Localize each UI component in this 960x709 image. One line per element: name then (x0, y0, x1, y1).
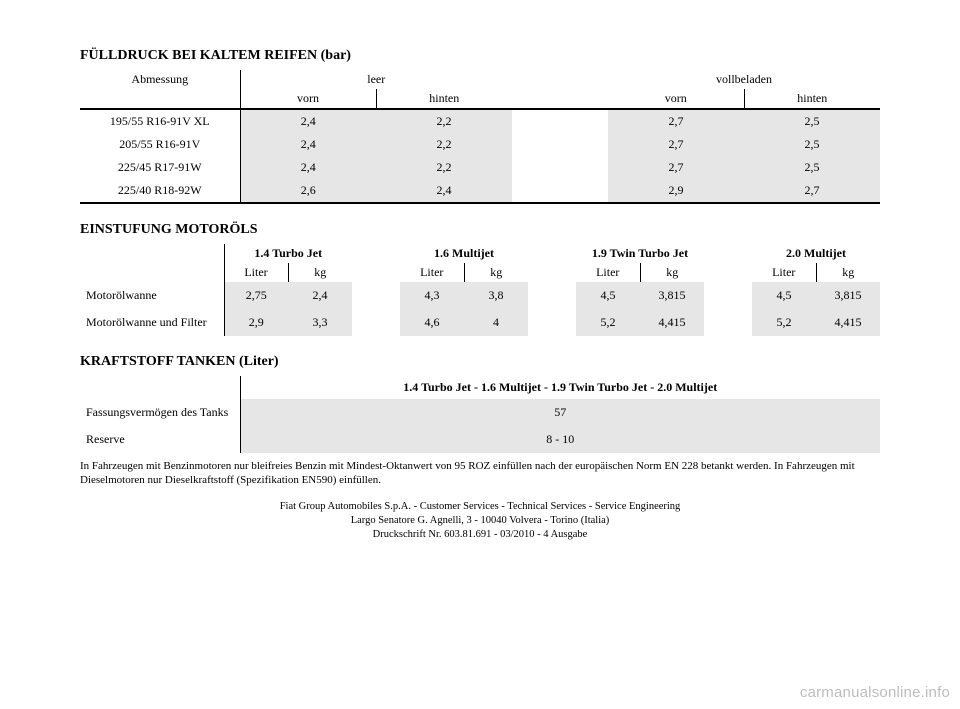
table-row: Fassungsvermögen des Tanks (80, 399, 240, 426)
engine-1: 1.6 Multijet (400, 244, 528, 263)
imprint: Fiat Group Automobiles S.p.A. - Customer… (80, 500, 880, 543)
table-row: 225/40 R18-92W (80, 179, 240, 203)
table-row: 195/55 R16-91V XL (80, 109, 240, 133)
table-row: Motorölwanne und Filter (80, 309, 224, 336)
group-empty: leer (240, 70, 512, 89)
section1-title: FÜLLDRUCK BEI KALTEM REIFEN (bar) (80, 48, 880, 64)
engine-3: 2.0 Multijet (752, 244, 880, 263)
sub-rear-2: hinten (744, 89, 880, 109)
fuel-tank-table: 1.4 Turbo Jet - 1.6 Multijet - 1.9 Twin … (80, 376, 880, 453)
table-row: 225/45 R17-91W (80, 156, 240, 179)
section2-title: EINSTUFUNG MOTORÖLS (80, 222, 880, 238)
sub-rear-1: hinten (376, 89, 512, 109)
engine-2: 1.9 Twin Turbo Jet (576, 244, 704, 263)
watermark: carmanualsonline.info (800, 684, 950, 701)
table-row: Motorölwanne (80, 282, 224, 309)
table-row: Reserve (80, 426, 240, 453)
group-full: vollbeladen (608, 70, 880, 89)
tire-pressure-table: Abmessung leer vollbeladen vorn hinten v… (80, 70, 880, 204)
oil-grade-table: 1.4 Turbo Jet 1.6 Multijet 1.9 Twin Turb… (80, 244, 880, 336)
table-row: 205/55 R16-91V (80, 133, 240, 156)
fuel-header: 1.4 Turbo Jet - 1.6 Multijet - 1.9 Twin … (240, 376, 880, 399)
sub-front-2: vorn (608, 89, 744, 109)
sub-front-1: vorn (240, 89, 376, 109)
col-dim: Abmessung (80, 70, 240, 89)
footnote: In Fahrzeugen mit Benzinmotoren nur blei… (80, 459, 880, 488)
engine-0: 1.4 Turbo Jet (224, 244, 352, 263)
section3-title: KRAFTSTOFF TANKEN (Liter) (80, 354, 880, 370)
